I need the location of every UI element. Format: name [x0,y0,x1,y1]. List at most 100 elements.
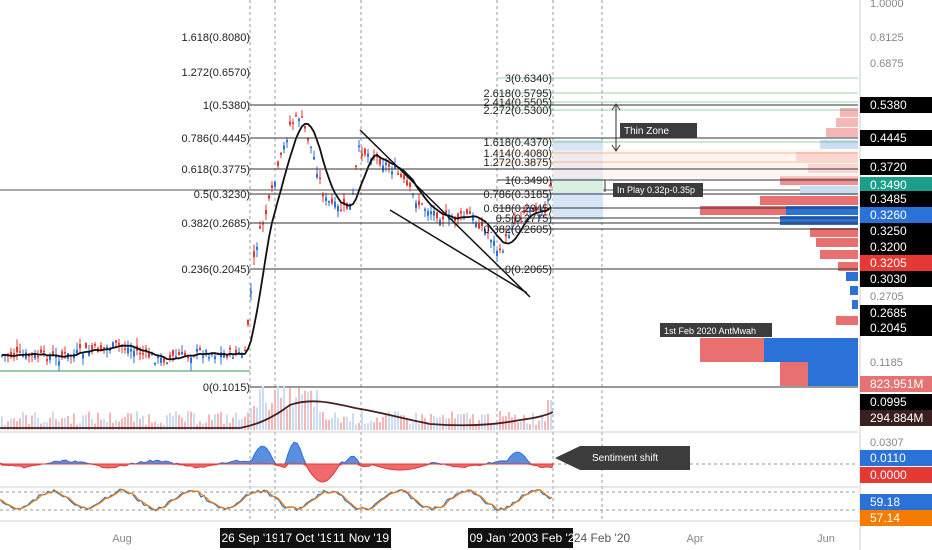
candle-body [403,175,405,180]
moving-average-line [1,122,552,361]
volume-bar [184,421,186,430]
volume-bar [391,415,393,430]
candle-body [394,165,396,169]
volume-profile-bar-18 [852,300,858,309]
time-axis[interactable]: Aug Apr Jun 26 Sep '19 17 Oct '19 11 Nov '19 0… [112,528,835,548]
candle-body [19,351,21,353]
candle-body [445,210,447,214]
trend-line-upper [359,129,531,298]
volume-bar [154,421,156,430]
candle-body [466,209,468,214]
candle-body [229,347,231,350]
volume-bar [430,413,432,430]
stoch-tag-bg [860,510,932,526]
volume-bar [40,423,42,430]
volume-bar [481,414,483,430]
volume-bar [355,424,357,430]
candle-body [16,346,18,353]
volume-bar [259,389,261,430]
volume-profile-bar-17 [850,286,858,295]
candle-body [79,344,81,349]
volume-bar [520,421,522,430]
volume-bar [337,418,339,430]
candle-body [94,343,96,346]
volume-bar [424,418,426,430]
candle-body [418,200,420,205]
volume-bar [508,412,510,430]
candle-body [64,351,66,354]
volume-bar [43,421,45,430]
candle-body [460,211,462,214]
volume-bar [394,411,396,430]
candle-body [304,125,306,129]
candle-body [277,161,279,166]
candle-body [400,174,402,178]
in-play-box [613,183,703,197]
volume-bar [187,411,189,430]
volume-bar [109,412,111,430]
volume-bar [367,423,369,430]
volume-bar [433,415,435,430]
time-tag-bg [468,528,526,548]
candle-body [298,118,300,122]
candle-body [124,348,126,350]
volume-bar [211,420,213,430]
volume-bar [382,416,384,430]
volume-bar [256,407,258,430]
stoch-tag: 57.14 [870,511,900,525]
price-tag: 294.884M [870,411,923,425]
volume-bar [247,412,249,430]
candle-body [82,354,84,359]
volume-profile-bar-3 [820,140,858,149]
volume-profile-bar-22 [780,362,808,386]
candle-body [196,348,198,352]
volume-bar [124,416,126,430]
sentiment-shift-callout [555,446,690,470]
candle-body [259,226,261,229]
volume-bar [232,417,234,430]
candle-body [166,362,168,365]
candle-body [427,211,429,216]
volume-bar [238,419,240,430]
candle-body [406,180,408,186]
candle-body [58,361,60,366]
fib-ext-label: 0.5(0.2775) [496,213,552,225]
thin-zone-label: Thin Zone [624,126,669,137]
volume-bar [67,415,69,430]
candle-body [433,210,435,216]
candle-body [547,199,549,201]
trend-line-lower [389,209,528,294]
price-tag: 0.3260 [870,208,907,222]
sentiment-tick: 0.0307 [870,437,904,449]
volume-bar [199,421,201,430]
candle-body [115,340,117,343]
volume-bar [217,413,219,430]
price-tag: 0.5380 [870,98,907,112]
resistance-band [553,150,858,178]
candle-body [250,291,252,294]
volume-bar [250,408,252,430]
volume-bar [319,412,321,430]
candle-body [127,347,129,354]
candle-body [424,208,426,211]
price-tick: 0.6875 [870,58,904,70]
volume-bar [52,411,54,430]
volume-bar [484,414,486,430]
volume-bar [295,397,297,430]
volume-bar [307,391,309,430]
volume-bar [103,418,105,430]
candle-body [61,351,63,358]
volume-bar [322,411,324,430]
volume-bar [403,415,405,430]
candle-body [514,218,516,223]
volume-bar [133,421,135,430]
candle-body [157,356,159,358]
candle-body [244,349,246,352]
volume-bar [181,417,183,430]
fib-ext-label: 0.618(0.2945) [484,203,553,215]
volume-ma-line [0,400,554,429]
price-axis[interactable]: 1.0000 0.8125 0.6875 0.5380 0.4445 0.3720 0.34… [860,0,932,526]
volume-bar [529,424,531,430]
volume-bar [127,413,129,430]
